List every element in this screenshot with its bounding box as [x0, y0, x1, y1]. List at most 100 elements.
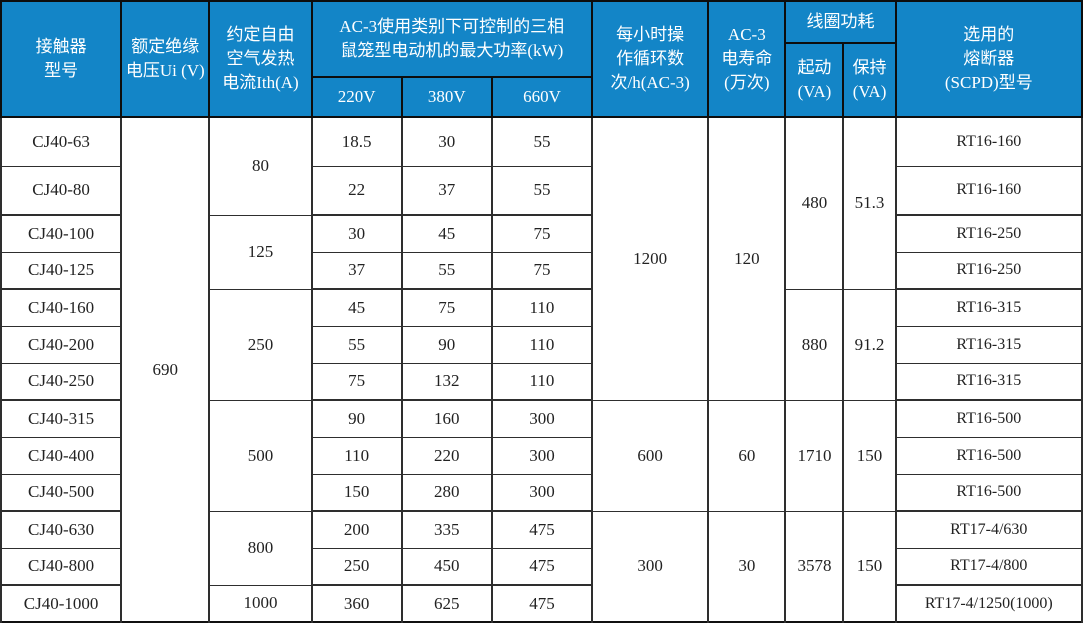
- cell-fuse: RT17-4/1250(1000): [894, 584, 1084, 623]
- cell-p380: 45: [400, 214, 493, 253]
- table-body: CJ40-63 690 80 18.5 30 55 1200 120 480 51.3 RT16-1…: [0, 116, 1084, 623]
- cell-p660: 475: [490, 584, 594, 623]
- cell-p380: 75: [400, 288, 493, 327]
- cell-p380: 160: [400, 399, 493, 438]
- cell-life: 30: [707, 510, 787, 623]
- cell-model: CJ40-1000: [0, 584, 123, 623]
- cell-start: 880: [784, 288, 845, 401]
- table-row: CJ40-800 250 450 475 RT17-4/800: [0, 547, 1084, 586]
- cell-p220: 110: [310, 436, 403, 475]
- cell-p660: 75: [490, 214, 594, 253]
- cell-p380: 132: [400, 362, 493, 401]
- cell-model: CJ40-160: [0, 288, 123, 327]
- cell-p660: 110: [490, 325, 594, 364]
- cell-ith: 125: [208, 214, 313, 290]
- cell-p660: 55: [490, 165, 594, 216]
- cell-model: CJ40-200: [0, 325, 123, 364]
- cell-p660: 110: [490, 288, 594, 327]
- cell-model: CJ40-800: [0, 547, 123, 586]
- table-row: CJ40-1000 1000 360 625 475 RT17-4/1250(1000): [0, 584, 1084, 623]
- cell-p660: 475: [490, 547, 594, 586]
- header-coil-group: 线圈功耗: [784, 0, 897, 44]
- cell-model: CJ40-315: [0, 399, 123, 438]
- cell-p660: 300: [490, 399, 594, 438]
- cell-p220: 250: [310, 547, 403, 586]
- cell-p660: 55: [490, 116, 594, 167]
- cell-life: 120: [707, 116, 787, 401]
- cell-life: 60: [707, 399, 787, 512]
- cell-model: CJ40-80: [0, 165, 123, 216]
- header-ith: 约定自由 空气发热 电流Ith(A): [208, 0, 313, 118]
- cell-p220: 75: [310, 362, 403, 401]
- cell-fuse: RT16-315: [894, 325, 1084, 364]
- cell-p220: 22: [310, 165, 403, 216]
- header-coil-start: 起动 (VA): [784, 42, 845, 118]
- cell-model: CJ40-500: [0, 473, 123, 512]
- table-row: CJ40-500 150 280 300 RT16-500: [0, 473, 1084, 512]
- cell-cycles: 300: [591, 510, 710, 623]
- cell-fuse: RT16-500: [894, 436, 1084, 475]
- table-row: CJ40-80 22 37 55 RT16-160: [0, 165, 1084, 216]
- cell-p380: 37: [400, 165, 493, 216]
- cell-start: 3578: [784, 510, 845, 623]
- cell-ith: 1000: [208, 584, 313, 623]
- cell-fuse: RT17-4/800: [894, 547, 1084, 586]
- cell-model: CJ40-125: [0, 251, 123, 290]
- cell-fuse: RT16-160: [894, 165, 1084, 216]
- cell-p660: 475: [490, 510, 594, 549]
- header-model: 接触器 型号: [0, 0, 123, 118]
- cell-ui: 690: [120, 116, 211, 623]
- table-header: 接触器 型号 额定绝缘 电压Ui (V) 约定自由 空气发热 电流Ith(A) …: [0, 0, 1084, 118]
- cell-p220: 30: [310, 214, 403, 253]
- cell-model: CJ40-630: [0, 510, 123, 549]
- cell-p220: 200: [310, 510, 403, 549]
- header-row-1: 接触器 型号 额定绝缘 电压Ui (V) 约定自由 空气发热 电流Ith(A) …: [0, 0, 1084, 118]
- header-power-group: AC-3使用类别下可控制的三相 鼠笼型电动机的最大功率(kW): [310, 0, 594, 78]
- cell-p220: 90: [310, 399, 403, 438]
- header-row-3: 220V 380V 660V: [1, 76, 1082, 118]
- cell-fuse: RT17-4/630: [894, 510, 1084, 549]
- cell-hold: 150: [842, 399, 897, 512]
- cell-ith: 80: [208, 116, 313, 216]
- cell-ith: 500: [208, 399, 313, 512]
- cell-p660: 110: [490, 362, 594, 401]
- cell-p380: 220: [400, 436, 493, 475]
- cell-fuse: RT16-315: [894, 288, 1084, 327]
- cell-model: CJ40-63: [0, 116, 123, 167]
- cell-hold: 91.2: [842, 288, 897, 401]
- table-row: CJ40-125 37 55 75 RT16-250: [0, 251, 1084, 290]
- cell-model: CJ40-400: [0, 436, 123, 475]
- header-row-2: 起动 (VA) 保持 (VA): [1, 42, 1082, 118]
- cell-p380: 30: [400, 116, 493, 167]
- cell-fuse: RT16-250: [894, 251, 1084, 290]
- table-row: CJ40-200 55 90 110 RT16-315: [0, 325, 1084, 364]
- cell-fuse: RT16-500: [894, 473, 1084, 512]
- cell-start: 1710: [784, 399, 845, 512]
- table-row: CJ40-160 250 45 75 110 880 91.2 RT16-315: [0, 288, 1084, 401]
- cell-hold: 150: [842, 510, 897, 623]
- cell-p220: 150: [310, 473, 403, 512]
- cell-cycles: 1200: [591, 116, 710, 401]
- header-coil-hold: 保持 (VA): [842, 42, 897, 118]
- cell-p660: 300: [490, 436, 594, 475]
- cell-hold: 51.3: [842, 116, 897, 290]
- cell-ith: 250: [208, 288, 313, 401]
- cell-p220: 37: [310, 251, 403, 290]
- cell-p660: 300: [490, 473, 594, 512]
- cell-p380: 55: [400, 251, 493, 290]
- cell-fuse: RT16-500: [894, 399, 1084, 438]
- cell-p380: 90: [400, 325, 493, 364]
- cell-p380: 280: [400, 473, 493, 512]
- header-220v: 220V: [310, 76, 403, 118]
- table-row: CJ40-630 800 200 335 475 300 30 3578 150 RT17-4/6…: [0, 510, 1084, 623]
- cell-cycles: 600: [591, 399, 710, 512]
- cell-p380: 335: [400, 510, 493, 549]
- cell-model: CJ40-100: [0, 214, 123, 253]
- cell-ith: 800: [208, 510, 313, 586]
- table-row: CJ40-63 690 80 18.5 30 55 1200 120 480 51.3 RT16-1…: [0, 116, 1084, 623]
- cell-p220: 18.5: [310, 116, 403, 167]
- cell-p380: 450: [400, 547, 493, 586]
- cell-p220: 55: [310, 325, 403, 364]
